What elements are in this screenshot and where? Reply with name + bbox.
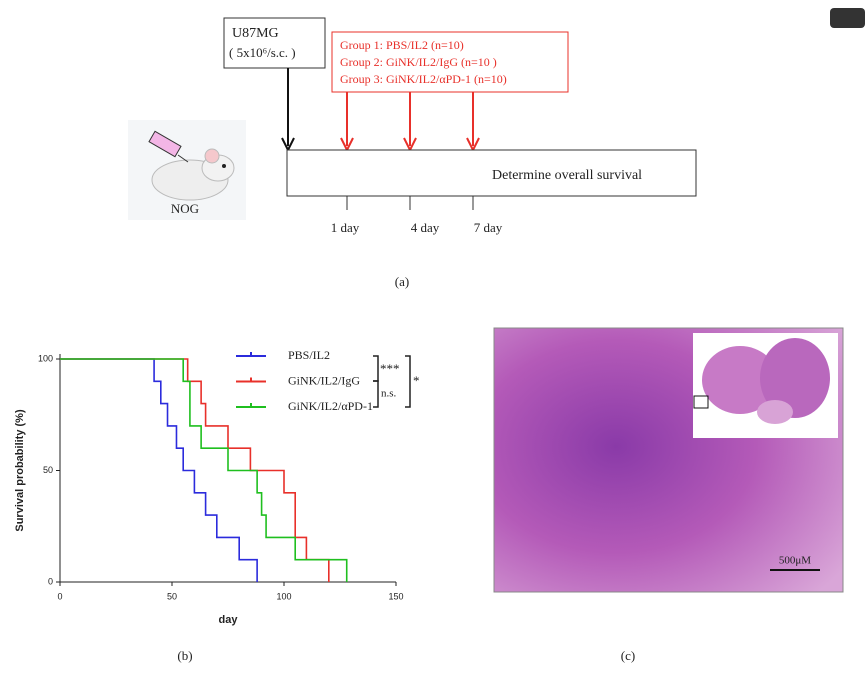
significance-bracket [373,380,379,408]
mouse-illustration [128,120,246,220]
day-label: 4 day [411,220,440,235]
legend-label: GiNK/IL2/IgG [288,373,360,387]
significance: *** [380,361,400,376]
panel-a: U87MG ( 5x10⁶/s.c. ) Group 1: PBS/IL2 (n… [128,17,697,289]
y-tick-label: 0 [48,576,53,586]
y-axis-label: Survival probability (%) [14,409,26,532]
cell-box [223,17,326,69]
panel-label: (b) [177,648,192,663]
panel-c: 500μM (c) [493,327,844,663]
legend-label: GiNK/IL2/αPD-1 [288,399,373,413]
panel-label: (a) [395,274,409,289]
group: Group 3: GiNK/IL2/αPD-1 (n=10) [340,72,507,86]
inset-box [693,395,709,409]
significance: * [413,373,420,388]
day-label: 7 day [474,220,503,235]
scale-label: 500μM [779,555,811,567]
cell-line: U87MG [232,26,279,41]
survival-curve [60,358,330,582]
timeline-box [286,149,697,197]
x-tick-label: 150 [388,591,403,601]
dose: ( 5x10⁶/s.c. ) [229,45,296,60]
y-tick-label: 50 [43,465,53,475]
x-tick-label: 0 [57,591,62,601]
mouse-label: NOG [171,201,199,216]
significance-bracket [405,355,411,408]
group: Group 2: GiNK/IL2/IgG (n=10 ) [340,55,497,69]
x-axis-label: day [219,614,239,626]
survival-curve [60,358,348,582]
significance-bracket [373,355,379,382]
corner-icon [830,8,865,28]
x-tick-label: 100 [276,591,291,601]
significance: n.s. [381,388,397,400]
survival-curve [60,358,258,582]
panel-label: (c) [621,648,635,663]
timeline-text: Determine overall survival [492,168,642,183]
x-tick-label: 50 [167,591,177,601]
day-label: 1 day [331,220,360,235]
legend-label: PBS/IL2 [288,348,330,362]
group: Group 1: PBS/IL2 (n=10) [340,38,464,52]
y-tick-label: 100 [38,353,53,363]
group-box [331,31,569,93]
